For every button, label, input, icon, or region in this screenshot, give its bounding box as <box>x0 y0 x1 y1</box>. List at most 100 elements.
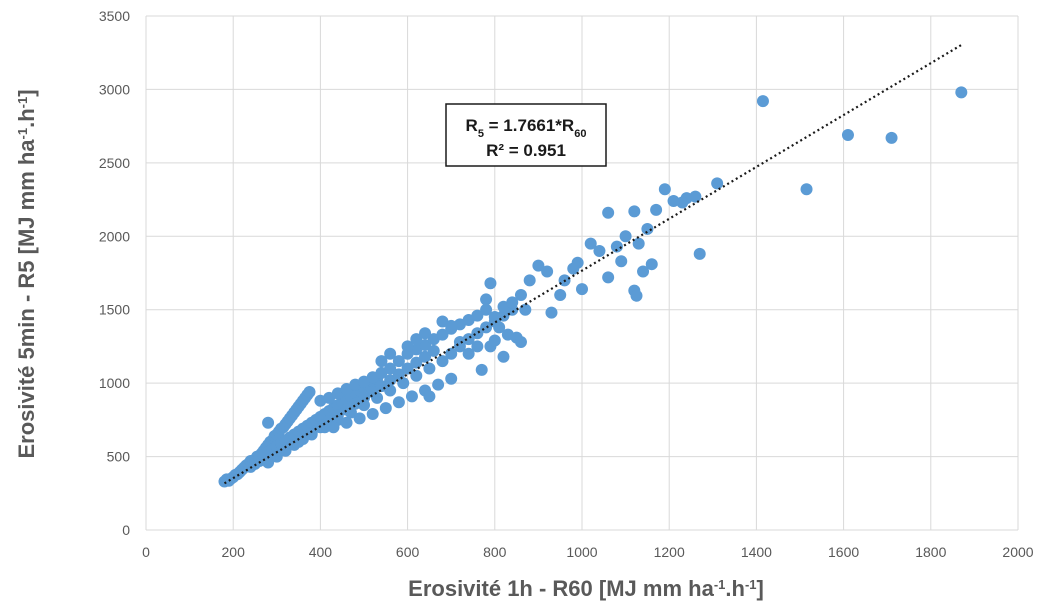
data-point <box>554 289 567 302</box>
data-point <box>358 399 370 412</box>
data-point <box>262 416 275 429</box>
y-tick-label: 3500 <box>99 8 130 24</box>
data-point <box>532 259 545 272</box>
data-point <box>576 283 588 296</box>
data-point <box>423 390 436 403</box>
data-point <box>800 183 813 196</box>
data-point <box>384 362 397 375</box>
y-tick-label: 1000 <box>99 375 130 391</box>
data-point <box>514 336 527 349</box>
data-point <box>392 396 405 409</box>
data-point <box>375 355 388 368</box>
data-point <box>353 412 366 425</box>
data-point <box>401 362 414 375</box>
data-point <box>676 196 689 209</box>
data-point <box>445 319 458 332</box>
data-point <box>384 347 397 360</box>
data-point <box>471 309 484 322</box>
data-point <box>445 372 458 385</box>
data-point <box>480 303 493 316</box>
data-point <box>641 222 654 235</box>
data-point <box>689 190 702 203</box>
data-point <box>493 321 506 334</box>
data-point <box>615 255 628 268</box>
data-point <box>340 416 353 429</box>
data-point <box>262 456 275 469</box>
data-point <box>419 350 432 363</box>
data-point <box>344 406 357 419</box>
data-point <box>462 347 475 360</box>
x-tick-label: 2000 <box>1002 544 1033 560</box>
x-tick-label: 0 <box>142 544 150 560</box>
data-point <box>711 177 724 190</box>
y-tick-labels: 0 500 1000 1500 2000 2500 3000 3500 <box>99 8 130 538</box>
data-point <box>541 265 554 278</box>
data-point <box>279 444 292 457</box>
data-point <box>419 338 432 351</box>
data-point <box>475 363 488 376</box>
data-point <box>602 206 615 219</box>
equation-line1: R5 = 1.7661*R60 <box>466 116 587 140</box>
data-point <box>436 355 449 368</box>
data-point <box>410 356 423 369</box>
x-tick-label: 600 <box>396 544 420 560</box>
x-tick-label: 1800 <box>915 544 946 560</box>
data-point <box>584 237 597 250</box>
data-point <box>658 183 671 196</box>
y-tick-label: 2000 <box>99 228 130 244</box>
data-point <box>401 340 414 353</box>
data-point <box>488 334 501 347</box>
x-tick-label: 1600 <box>828 544 859 560</box>
data-point <box>488 311 501 324</box>
data-point <box>693 247 706 260</box>
equation-box: R5 = 1.7661*R60 R² = 0.951 <box>445 103 607 167</box>
y-tick-label: 3000 <box>99 81 130 97</box>
data-point <box>436 328 449 341</box>
data-point <box>506 296 519 309</box>
data-point <box>602 271 615 284</box>
data-point <box>650 203 663 216</box>
x-tick-label: 400 <box>309 544 333 560</box>
x-tick-labels: 0 200 400 600 800 1000 1200 1400 1600 1800 2000 <box>142 544 1034 560</box>
x-axis-title: Erosivité 1h - R60 [MJ mm ha-1.h-1] <box>408 576 764 601</box>
data-point <box>545 306 558 319</box>
y-tick-label: 1500 <box>99 302 130 318</box>
data-point <box>292 435 305 448</box>
data-point <box>305 428 318 441</box>
data-point <box>318 421 331 434</box>
data-point <box>571 256 584 269</box>
equation-line2: R² = 0.951 <box>486 141 566 160</box>
data-point <box>432 378 445 391</box>
data-point <box>519 303 532 316</box>
data-point <box>593 244 606 257</box>
data-points <box>218 86 968 488</box>
data-point <box>471 340 484 353</box>
data-point <box>379 402 392 415</box>
data-point <box>371 391 384 404</box>
y-axis-title: Erosivité 5min - R5 [MJ mm ha-1.h-1] <box>14 89 39 458</box>
data-point <box>327 421 340 434</box>
x-tick-label: 200 <box>222 544 246 560</box>
data-point <box>619 230 632 243</box>
data-point <box>630 289 643 302</box>
data-point <box>756 95 769 108</box>
data-point <box>427 344 440 357</box>
data-point <box>523 274 536 287</box>
data-point <box>397 377 410 390</box>
data-point <box>645 258 658 271</box>
data-point <box>885 131 898 144</box>
x-tick-label: 800 <box>483 544 507 560</box>
data-point <box>471 327 484 340</box>
data-point <box>632 237 645 250</box>
data-point <box>384 384 397 397</box>
data-point <box>410 369 423 382</box>
data-point <box>480 293 493 306</box>
data-point <box>366 407 379 420</box>
data-point <box>610 240 623 253</box>
data-point <box>423 362 436 375</box>
data-point <box>955 86 968 99</box>
data-point <box>405 390 418 403</box>
data-point <box>410 333 423 346</box>
data-point <box>270 450 283 463</box>
